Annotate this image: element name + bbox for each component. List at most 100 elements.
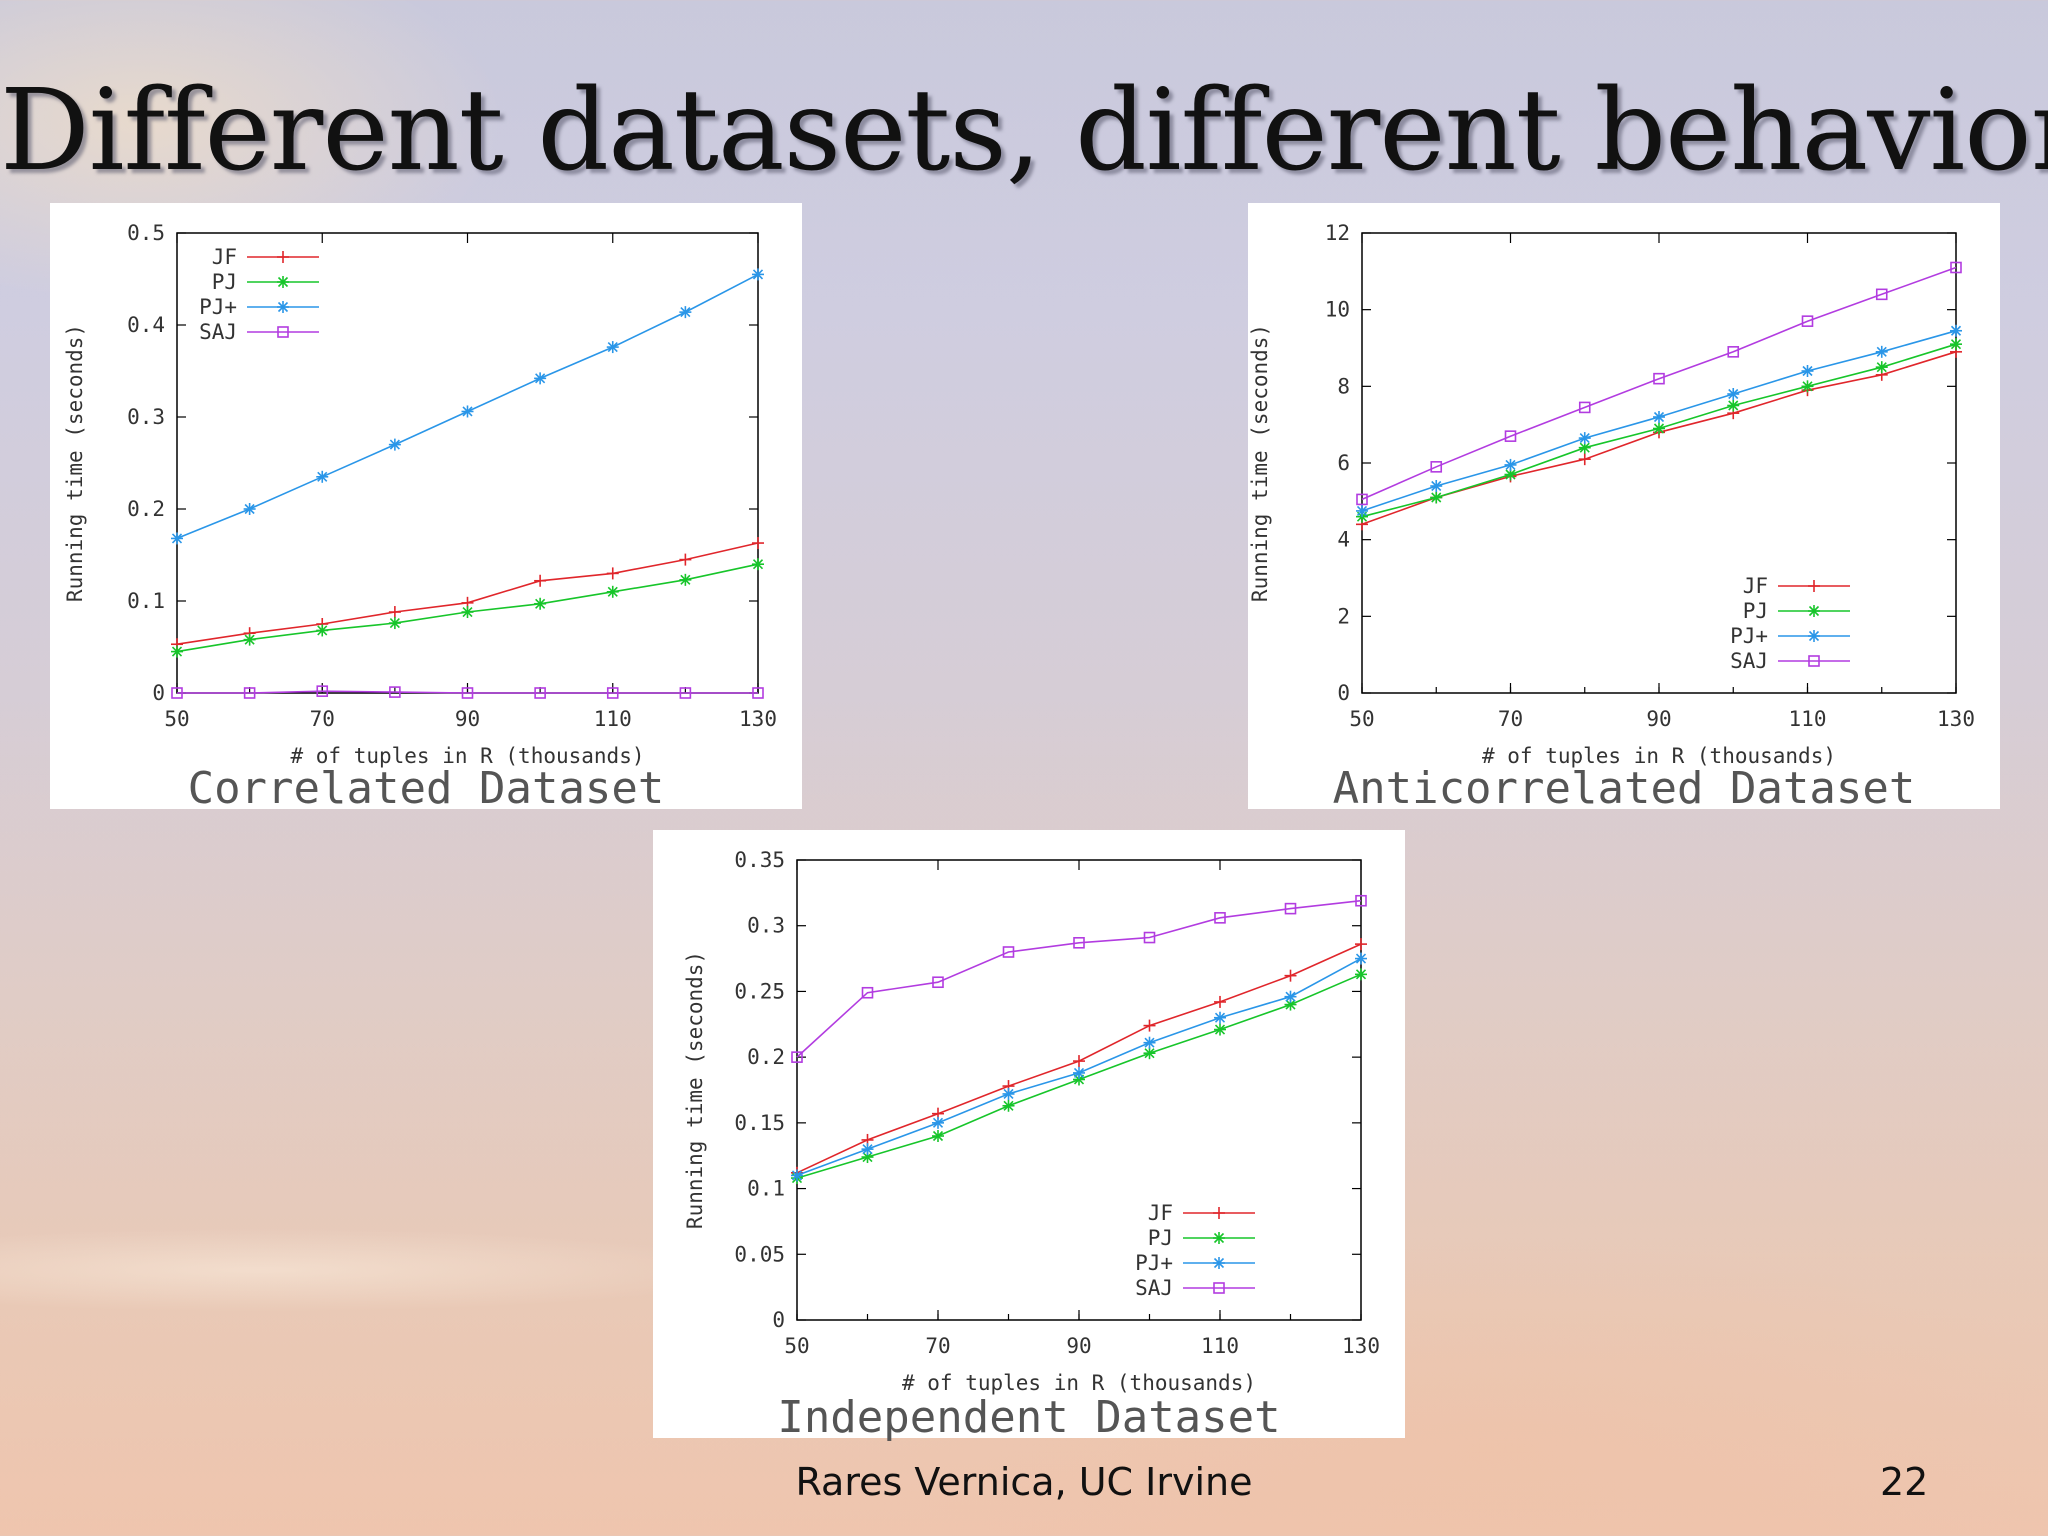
data-point-pjplus: [1356, 504, 1368, 517]
plot-frame: [796, 859, 1362, 1321]
series-line-saj: [796, 899, 1362, 1058]
x-tick-label: 110: [1789, 707, 1827, 731]
data-point-pj: [1355, 968, 1367, 981]
data-point-pjplus: [1504, 458, 1517, 471]
data-point-pjplus: [534, 372, 547, 385]
slide-title: Different datasets, different behaviors: [0, 66, 2048, 196]
data-point-saj: [1002, 946, 1015, 958]
data-point-saj: [171, 687, 183, 699]
data-point-jf: [606, 567, 619, 580]
x-tick-label: 130: [1937, 707, 1975, 731]
series-line-saj: [177, 690, 758, 694]
legend-marker: [1808, 580, 1820, 592]
data-point-pj: [171, 645, 183, 658]
legend-marker: [1808, 655, 1820, 667]
x-tick-label: 70: [925, 1334, 950, 1358]
data-point-saj: [389, 686, 401, 698]
legend-label: PJ+: [199, 295, 237, 319]
legend-marker: [1808, 605, 1820, 617]
data-point-pjplus: [679, 306, 692, 319]
data-point-pj: [1950, 338, 1962, 351]
legend-marker: [277, 251, 289, 263]
y-tick-label: 0.15: [734, 1111, 785, 1135]
data-point-pjplus: [171, 532, 183, 545]
data-point-jf: [752, 537, 764, 550]
independent-chart: 0 0.05 0.1 0.15 0.2 0.25 0.3 0.35 50 70 90 110 130 # …: [683, 848, 1380, 1395]
data-point-pjplus: [1578, 432, 1591, 445]
data-point-pj: [1875, 361, 1888, 374]
data-point-jf: [1284, 969, 1297, 982]
data-point-pj: [1801, 380, 1814, 393]
legend-marker: [1213, 1282, 1225, 1294]
data-point-pj: [1002, 1099, 1015, 1112]
x-tick-label: 110: [1201, 1334, 1239, 1358]
data-point-saj: [1578, 401, 1591, 414]
data-point-saj: [932, 976, 944, 989]
y-axis-label: Running time (seconds): [683, 951, 707, 1229]
y-tick-label: 0.35: [734, 848, 785, 872]
y-tick-label: 6: [1337, 451, 1350, 475]
series-line-jf: [176, 542, 759, 645]
series-line-saj: [1361, 266, 1957, 501]
legend-marker: [277, 276, 289, 288]
data-point-saj: [1073, 937, 1085, 949]
data-point-pjplus: [1143, 1036, 1156, 1049]
data-point-pjplus: [1073, 1066, 1085, 1079]
x-tick-label: 70: [310, 707, 335, 731]
legend-marker: [277, 301, 289, 313]
y-tick-label: 0.3: [747, 914, 785, 938]
legend-label: JF: [212, 245, 237, 269]
data-point-saj: [1356, 493, 1368, 506]
legend-marker: [1213, 1257, 1225, 1269]
data-point-pjplus: [1214, 1011, 1226, 1024]
x-tick-label: 50: [164, 707, 189, 731]
legend-marker: [1213, 1232, 1225, 1244]
data-point-pjplus: [1430, 480, 1443, 492]
data-point-pj: [388, 617, 401, 630]
data-point-pjplus: [316, 470, 329, 483]
anticorrelated-caption: Anticorrelated Dataset: [1332, 763, 1916, 814]
y-tick-label: 0.25: [734, 979, 785, 1003]
x-axis-label: # of tuples in R (thousands): [290, 744, 644, 768]
y-axis-label: Running time (seconds): [63, 324, 87, 602]
legend-label: JF: [1743, 574, 1768, 598]
x-axis-label: # of tuples in R (thousands): [902, 1371, 1256, 1395]
y-tick-label: 0.2: [127, 497, 165, 521]
data-point-pjplus: [388, 438, 401, 451]
data-point-saj: [1950, 261, 1962, 274]
data-point-pj: [1727, 399, 1740, 412]
data-point-saj: [1355, 894, 1367, 907]
data-point-pjplus: [1284, 990, 1297, 1003]
y-tick-label: 0.5: [127, 221, 165, 245]
data-point-pj: [932, 1130, 944, 1142]
data-point-jf: [679, 553, 692, 566]
data-point-saj: [1143, 931, 1156, 944]
data-point-pj: [1214, 1023, 1226, 1036]
data-point-pjplus: [1875, 345, 1888, 358]
x-tick-label: 90: [455, 707, 480, 731]
data-point-saj: [1653, 372, 1665, 385]
data-point-pj: [1578, 441, 1591, 454]
data-point-pjplus: [861, 1143, 874, 1156]
data-point-pj: [316, 624, 329, 637]
legend-marker: [1808, 630, 1820, 642]
y-tick-label: 10: [1325, 298, 1350, 322]
data-point-saj: [1504, 430, 1517, 442]
data-point-pjplus: [791, 1169, 803, 1182]
data-point-pj: [1504, 468, 1517, 481]
data-point-pj: [679, 573, 692, 586]
data-point-pjplus: [1727, 388, 1740, 400]
data-point-pjplus: [752, 268, 764, 281]
legend-marker: [277, 326, 289, 338]
data-point-jf: [534, 574, 547, 587]
x-tick-label: 130: [739, 707, 777, 731]
data-point-saj: [679, 687, 692, 699]
y-tick-label: 2: [1337, 604, 1350, 628]
data-point-saj: [1875, 288, 1888, 301]
data-point-jf: [1355, 938, 1367, 951]
data-point-pj: [461, 606, 474, 619]
x-tick-label: 90: [1646, 707, 1671, 731]
data-point-pj: [243, 633, 256, 646]
y-tick-label: 0.1: [747, 1177, 785, 1201]
y-tick-label: 4: [1337, 528, 1350, 552]
